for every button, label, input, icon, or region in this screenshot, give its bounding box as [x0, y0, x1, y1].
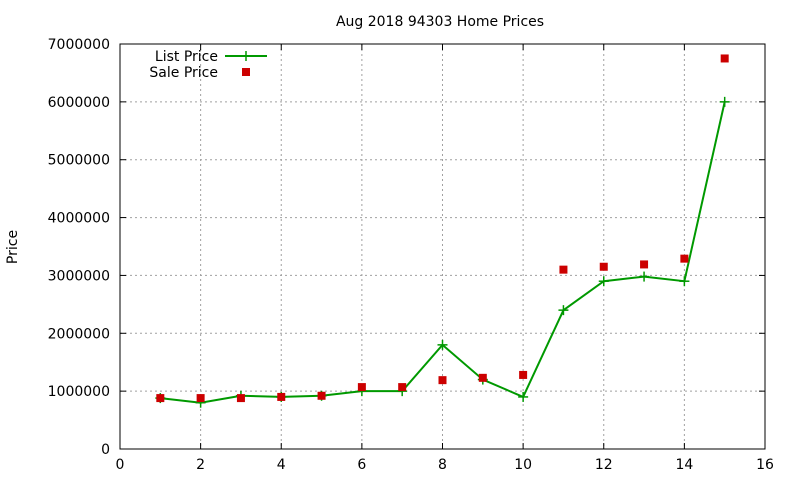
y-tick-label: 2000000 — [48, 326, 110, 342]
y-tick-label: 5000000 — [48, 153, 110, 169]
list-price-point — [558, 305, 569, 316]
list-price-point — [437, 339, 448, 350]
axes: 0 2 4 6 8 10 12 14 16 0 1000000 2000000 3000000 40000… — [48, 37, 774, 473]
grid — [120, 44, 765, 449]
x-tick-label: 14 — [675, 457, 693, 473]
legend-label: Sale Price — [149, 65, 218, 81]
y-tick-label: 4000000 — [48, 211, 110, 227]
y-tick-label: 3000000 — [48, 268, 110, 284]
x-tick-label: 16 — [756, 457, 774, 473]
legend-square-sample — [242, 68, 250, 76]
sale-price-point — [640, 260, 649, 269]
x-tick-label: 12 — [595, 457, 613, 473]
x-tick-label: 10 — [514, 457, 532, 473]
sale-price-point — [156, 394, 165, 403]
sale-price-point — [398, 383, 407, 392]
x-tick-label: 2 — [196, 457, 205, 473]
list-price-point — [639, 271, 650, 282]
sale-price-point — [559, 265, 568, 274]
sale-price-point — [599, 262, 608, 271]
x-tick-label: 4 — [277, 457, 286, 473]
sale-price-point — [317, 391, 326, 400]
sale-price-point — [680, 254, 689, 263]
list-price-point — [598, 276, 609, 287]
y-tick-label: 7000000 — [48, 37, 110, 53]
sale-price-point — [357, 383, 366, 392]
y-tick-label: 6000000 — [48, 95, 110, 111]
legend-label: List Price — [155, 49, 218, 65]
y-tick-label: 1000000 — [48, 384, 110, 400]
x-tick-label: 6 — [357, 457, 366, 473]
x-tick-label: 0 — [116, 457, 125, 473]
list-price-point — [518, 391, 529, 402]
x-tick-label: 8 — [438, 457, 447, 473]
list-price-line — [160, 101, 726, 404]
legend-plus-sample — [241, 51, 251, 61]
y-axis-label: Price — [5, 230, 21, 264]
sale-price-point — [277, 392, 286, 401]
sale-price-point — [196, 394, 205, 403]
sale-price-point — [236, 394, 245, 403]
sale-price-point — [720, 54, 729, 63]
sale-price-point — [438, 376, 447, 385]
list-price-point — [719, 96, 730, 107]
sale-price-point — [478, 373, 487, 382]
y-tick-label: 0 — [101, 442, 110, 458]
sale-price-point — [519, 370, 528, 379]
list-price-point — [679, 276, 690, 287]
chart-title: Aug 2018 94303 Home Prices — [336, 14, 544, 30]
series-layer — [155, 54, 730, 408]
